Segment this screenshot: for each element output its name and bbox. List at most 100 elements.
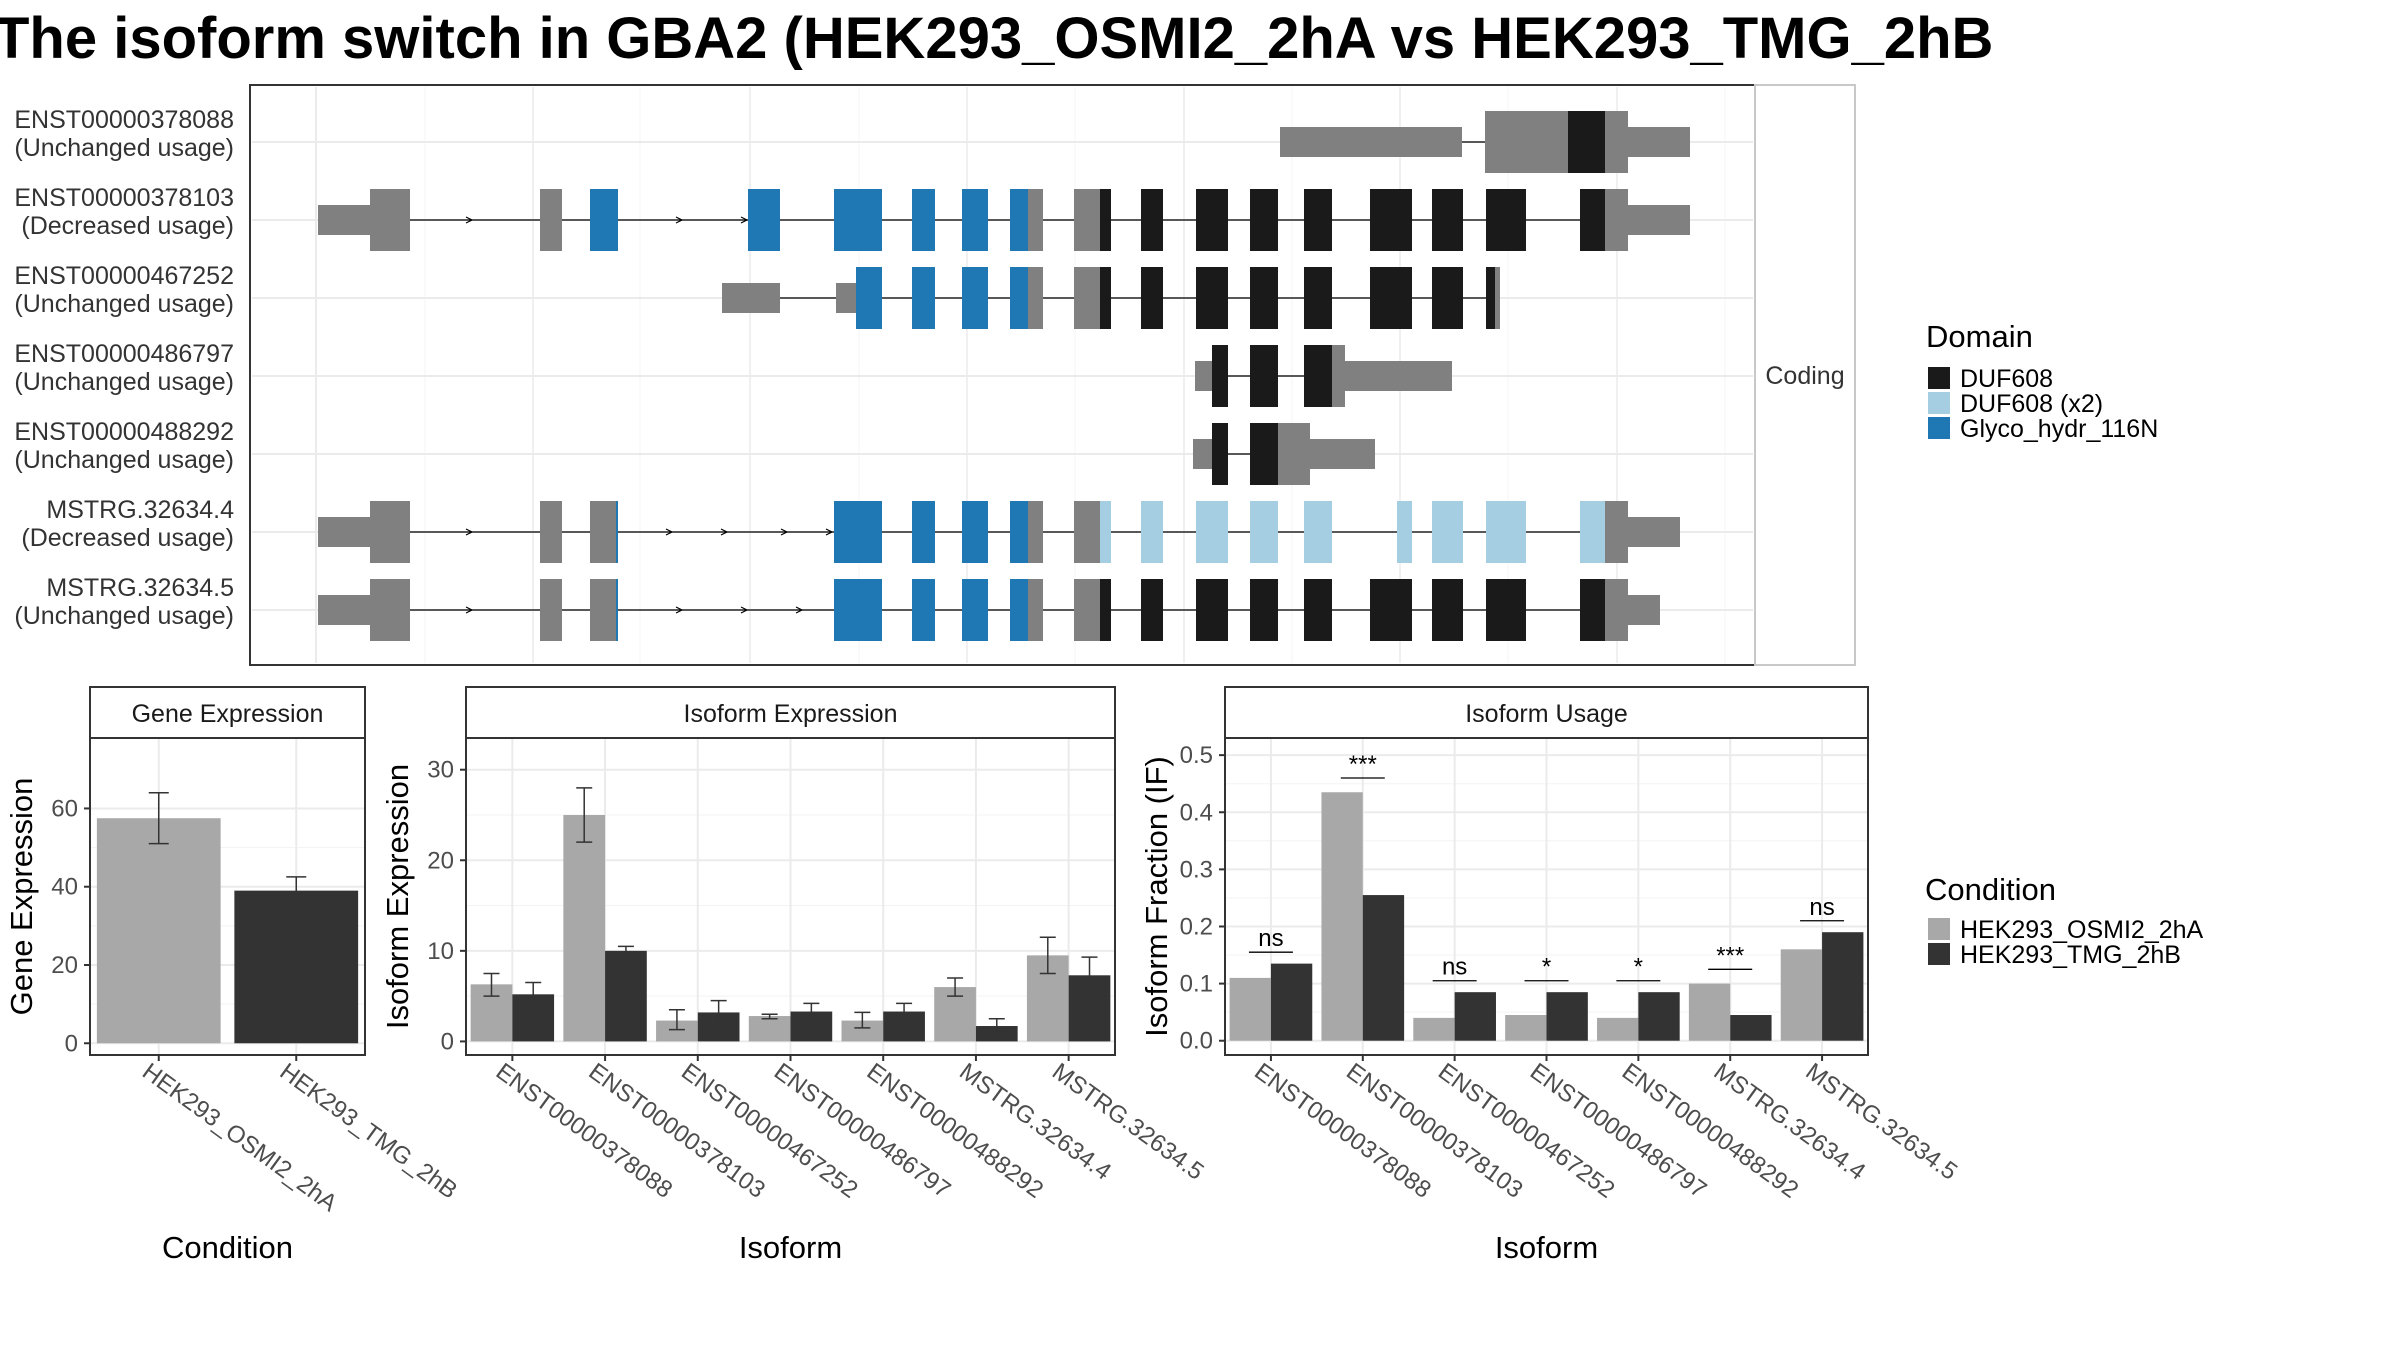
bar: [1362, 895, 1405, 1041]
noncoding-exon: [1605, 111, 1628, 173]
legend-label-osmi2: HEK293_OSMI2_2hA: [1960, 916, 2204, 944]
transcript-usage-label: (Decreased usage): [21, 212, 234, 240]
significance-label: ns: [1442, 954, 1467, 981]
strand-arrow: [825, 528, 834, 536]
glyco-hydr-exon: [962, 267, 988, 329]
noncoding-exon: [1605, 501, 1628, 563]
bar: [1780, 949, 1823, 1041]
duf608-exon: [1304, 267, 1332, 329]
duf608-x2-exon: [1100, 501, 1111, 563]
domain-legend-title: Domain: [1926, 319, 2033, 354]
legend-label-duf608: DUF608: [1960, 365, 2053, 393]
duf608-x2-exon: [1250, 501, 1278, 563]
duf608-exon: [1141, 267, 1163, 329]
transcript-usage-label: (Unchanged usage): [14, 602, 234, 630]
bar: [656, 1020, 698, 1042]
strand-arrow: [780, 528, 789, 536]
bar: [1413, 1017, 1455, 1041]
chart-title: Isoform Expression: [684, 700, 898, 728]
glyco-hydr-exon: [616, 501, 618, 563]
glyco-hydr-exon: [1010, 267, 1028, 329]
x-tick-label: MSTRG.32634.4: [954, 1058, 1116, 1186]
duf608-exon: [1486, 267, 1495, 329]
duf608-exon: [1212, 345, 1228, 407]
transcript-track: [318, 579, 1660, 641]
transcript-id-label: ENST00000488292: [14, 418, 234, 446]
legend-label-glyco-hydr: Glyco_hydr_116N: [1960, 415, 2158, 443]
transcript-track: [1193, 423, 1375, 485]
significance-label: ***: [1716, 942, 1744, 969]
chart-title: Gene Expression: [132, 700, 324, 728]
y-axis-title: Isoform Expression: [380, 764, 415, 1029]
glyco-hydr-exon: [748, 189, 780, 251]
bar: [1454, 992, 1496, 1041]
noncoding-exon: [540, 189, 562, 251]
strand-arrow: [795, 606, 804, 614]
duf608-exon: [1370, 579, 1412, 641]
glyco-hydr-exon: [912, 579, 935, 641]
legend-key-tmg: [1928, 943, 1950, 965]
utr-exon: [1345, 361, 1452, 391]
y-tick-label: 20: [51, 952, 78, 979]
bar: [1321, 792, 1363, 1041]
noncoding-exon: [370, 189, 410, 251]
transcript-track: [318, 189, 1690, 251]
bar: [1597, 1017, 1639, 1041]
bar: [1688, 983, 1731, 1041]
legend-key-duf608-x2: [1928, 392, 1950, 414]
significance-label: ns: [1258, 925, 1283, 952]
bar-charts: Gene Expression0204060HEK293_OSMI2_2hAHE…: [4, 686, 1962, 1265]
y-tick-label: 0: [441, 1028, 454, 1055]
duf608-exon: [1212, 423, 1228, 485]
transcript-id-label: ENST00000467252: [14, 262, 234, 290]
x-axis-title: Isoform: [1495, 1230, 1598, 1265]
noncoding-exon: [1278, 423, 1310, 485]
duf608-x2-exon: [1397, 501, 1412, 563]
duf608-x2-exon: [1141, 501, 1163, 563]
utr-exon: [1193, 439, 1212, 469]
transcript-track: [1195, 345, 1452, 407]
utr-exon: [722, 283, 780, 313]
utr-exon: [836, 283, 856, 313]
noncoding-exon: [1028, 267, 1043, 329]
noncoding-exon: [590, 501, 616, 563]
significance-label: ***: [1349, 751, 1377, 778]
transcript-track: [318, 501, 1680, 563]
noncoding-exon: [1495, 267, 1500, 329]
legend-key-osmi2: [1928, 918, 1950, 940]
bar: [1546, 992, 1588, 1041]
condition-legend: Condition HEK293_OSMI2_2hA HEK293_TMG_2h…: [1925, 872, 2204, 969]
bar: [563, 814, 606, 1042]
noncoding-exon: [1074, 579, 1100, 641]
glyco-hydr-exon: [912, 501, 935, 563]
bar: [1730, 1015, 1772, 1041]
y-tick-label: 10: [427, 938, 454, 965]
transcript-usage-label: (Decreased usage): [21, 524, 234, 552]
legend-key-duf608: [1928, 367, 1950, 389]
y-tick-label: 20: [427, 847, 454, 874]
transcript-track: [722, 267, 1500, 329]
chart-title: Isoform Usage: [1465, 700, 1628, 728]
chart-panel-2: Isoform Expression0102030ENST00000378088…: [380, 686, 1209, 1265]
duf608-exon: [1196, 267, 1228, 329]
duf608-x2-exon: [1580, 501, 1605, 563]
bar: [96, 818, 221, 1044]
duf608-exon: [1100, 267, 1111, 329]
duf608-exon: [1580, 579, 1605, 641]
duf608-exon: [1100, 579, 1111, 641]
utr-exon: [1195, 361, 1212, 391]
duf608-exon: [1250, 189, 1278, 251]
y-tick-label: 0.2: [1180, 913, 1213, 940]
duf608-exon: [1580, 189, 1605, 251]
bar: [975, 1026, 1018, 1042]
transcript-id-label: MSTRG.32634.5: [46, 574, 234, 602]
transcript-track: [1280, 111, 1690, 173]
chart-strip: [89, 686, 366, 739]
noncoding-exon: [540, 501, 562, 563]
legend-key-glyco-hydr: [1928, 417, 1950, 439]
glyco-hydr-exon: [962, 501, 988, 563]
y-tick-label: 0: [65, 1030, 78, 1057]
y-tick-label: 0.5: [1180, 742, 1213, 769]
utr-exon: [318, 205, 370, 235]
glyco-hydr-exon: [1010, 189, 1028, 251]
